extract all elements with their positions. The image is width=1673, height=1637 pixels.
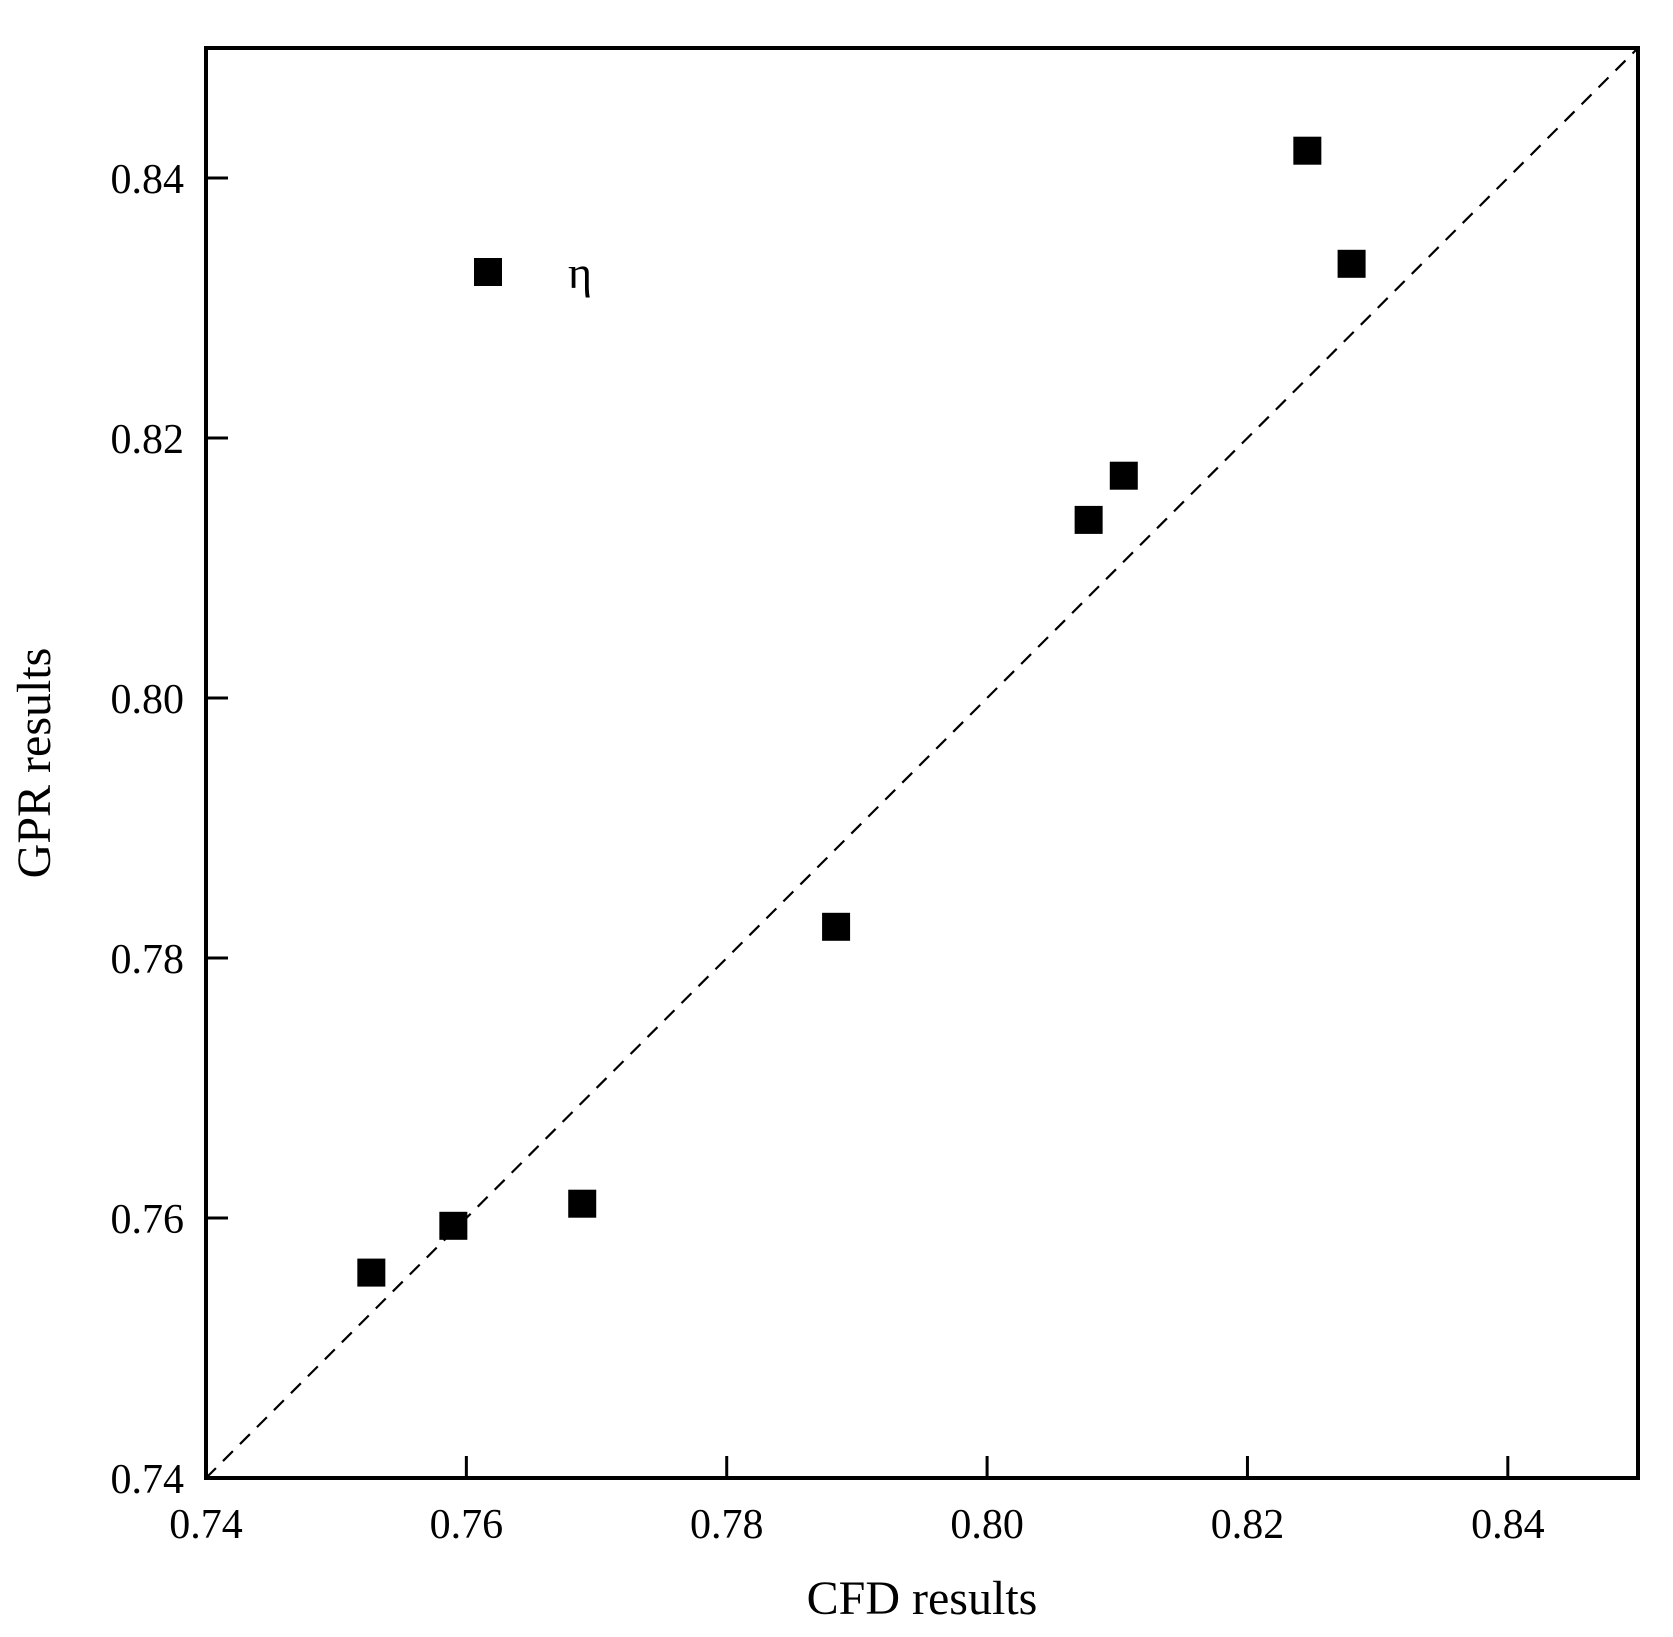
legend-marker-square xyxy=(474,258,502,286)
data-point-square xyxy=(439,1211,468,1240)
data-point-square xyxy=(1293,136,1322,165)
y-tick-label: 0.78 xyxy=(111,937,185,983)
data-point-square xyxy=(822,912,851,941)
y-axis-title: GPR results xyxy=(8,648,61,879)
x-tick-label: 0.80 xyxy=(950,1502,1024,1548)
y-tick-label: 0.82 xyxy=(111,417,185,463)
data-point-square xyxy=(1074,505,1103,534)
data-point-square xyxy=(1109,461,1138,490)
x-axis-title: CFD results xyxy=(807,1572,1038,1625)
data-point-square xyxy=(568,1189,597,1218)
x-tick-label: 0.84 xyxy=(1471,1502,1545,1548)
x-tick-label: 0.76 xyxy=(430,1502,504,1548)
x-tick-label: 0.82 xyxy=(1211,1502,1285,1548)
y-tick-label: 0.84 xyxy=(111,157,185,203)
legend-label: η xyxy=(568,247,592,298)
plot-area-frame xyxy=(204,46,1640,1480)
y-tick-label: 0.74 xyxy=(111,1457,185,1503)
data-point-square xyxy=(1337,249,1366,278)
data-point-square xyxy=(357,1258,386,1287)
y-tick-label: 0.76 xyxy=(111,1197,185,1243)
x-tick-label: 0.78 xyxy=(690,1502,764,1548)
x-tick-label: 0.74 xyxy=(169,1502,243,1548)
y-tick-label: 0.80 xyxy=(111,677,185,723)
